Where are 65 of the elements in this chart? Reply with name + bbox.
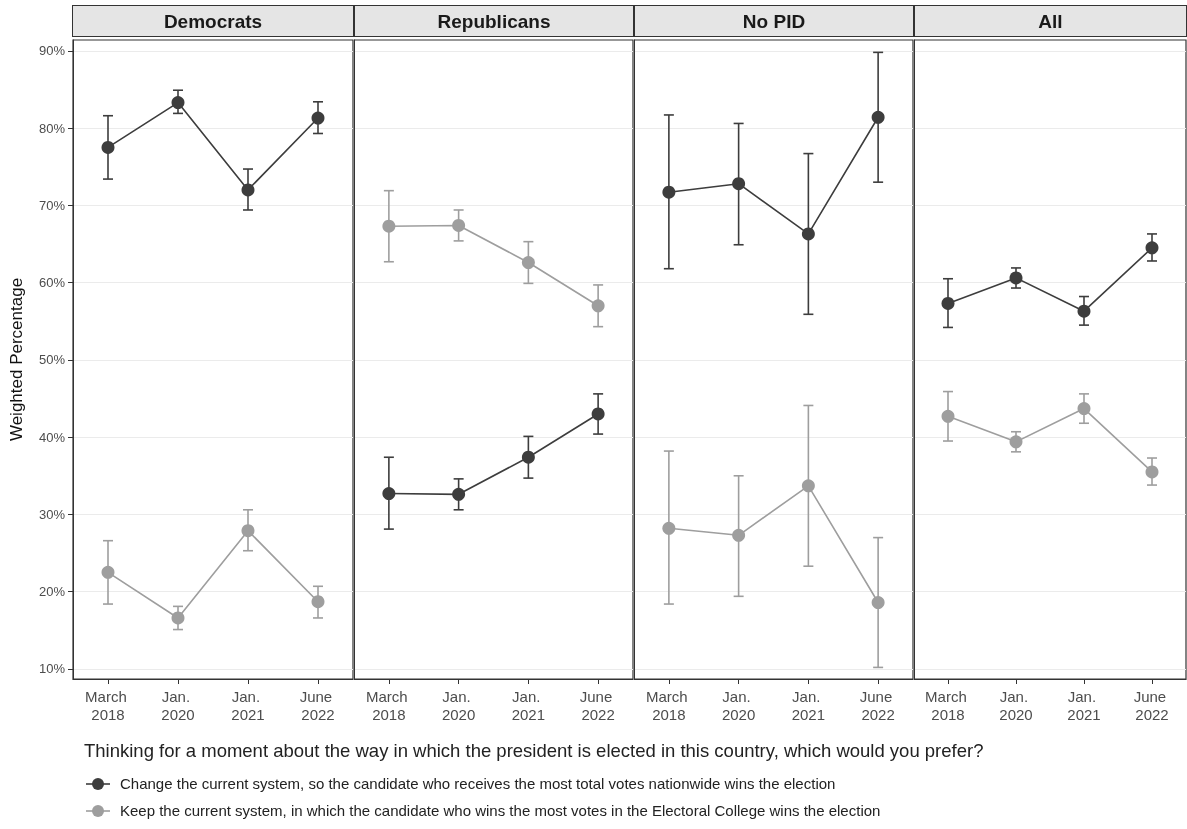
point — [521, 256, 535, 270]
point — [311, 111, 325, 125]
y-tick-label: 60% — [38, 275, 66, 291]
y-tick-label: 70% — [38, 197, 66, 213]
point — [452, 487, 466, 501]
chart-title: Republicans — [354, 5, 634, 37]
point — [1009, 435, 1023, 449]
point — [382, 219, 396, 233]
point — [801, 479, 815, 493]
x-tick-label: Jan. 2021 — [511, 687, 546, 723]
point — [591, 299, 605, 313]
y-tick-label: 20% — [38, 584, 66, 600]
point — [101, 140, 115, 154]
x-tick-label: June 2022 — [1133, 687, 1171, 723]
y-axis-title: Weighted Percentage — [7, 277, 26, 442]
y-tick-label: 50% — [38, 352, 66, 368]
x-tick-label: Jan. 2020 — [441, 687, 476, 723]
point — [241, 524, 255, 538]
y-tick-label: 30% — [38, 506, 66, 522]
legend-label: Keep the current system, in which the candidate who wins the most votes in the Electoral College wins the election — [120, 802, 881, 819]
x-tick-label: Jan. 2021 — [231, 687, 265, 723]
point — [1009, 271, 1023, 285]
x-tick-label: March 2018 — [365, 687, 412, 723]
x-tick-label: Jan. 2020 — [721, 687, 756, 723]
x-tick-label: June 2022 — [299, 687, 337, 723]
y-tick-label: 90% — [38, 43, 66, 59]
x-tick-label: Jan. 2021 — [1067, 687, 1101, 723]
point — [732, 177, 746, 191]
x-tick-label: June 2022 — [579, 687, 617, 723]
point — [171, 611, 185, 625]
legend-label: Change the current system, so the candidate who receives the most total votes nationwide wins the election — [120, 775, 836, 792]
point — [452, 218, 466, 232]
point — [941, 409, 955, 423]
y-tick-label: 10% — [38, 661, 66, 677]
point — [382, 487, 396, 501]
x-tick-label: March 2018 — [645, 687, 692, 723]
y-tick-label: 40% — [38, 429, 66, 445]
point — [1077, 402, 1091, 416]
point — [591, 407, 605, 421]
point — [732, 528, 746, 542]
x-tick-label: June 2022 — [859, 687, 897, 723]
x-tick-label: March 2018 — [85, 687, 131, 723]
x-tick-label: Jan. 2020 — [161, 687, 195, 723]
x-tick-label: Jan. 2020 — [999, 687, 1033, 723]
x-tick-label: March 2018 — [925, 687, 971, 723]
legend-title: Thinking for a moment about the way in which the president is elected in this country, which would you prefer? — [84, 740, 984, 762]
point — [171, 96, 185, 110]
x-tick-label: Jan. 2021 — [791, 687, 826, 723]
point — [101, 565, 115, 579]
point — [311, 595, 325, 609]
chart-title: No PID — [634, 5, 914, 37]
point — [1145, 241, 1159, 255]
point — [1145, 465, 1159, 479]
point — [1077, 304, 1091, 318]
point — [801, 227, 815, 241]
point — [241, 183, 255, 197]
point — [662, 185, 676, 199]
chart-title: All — [914, 5, 1187, 37]
point — [871, 110, 885, 124]
point — [662, 521, 676, 535]
chart-title: Democrats — [72, 5, 354, 37]
point — [871, 596, 885, 609]
point — [521, 450, 535, 464]
y-tick-label: 80% — [38, 120, 66, 136]
point — [941, 296, 955, 310]
